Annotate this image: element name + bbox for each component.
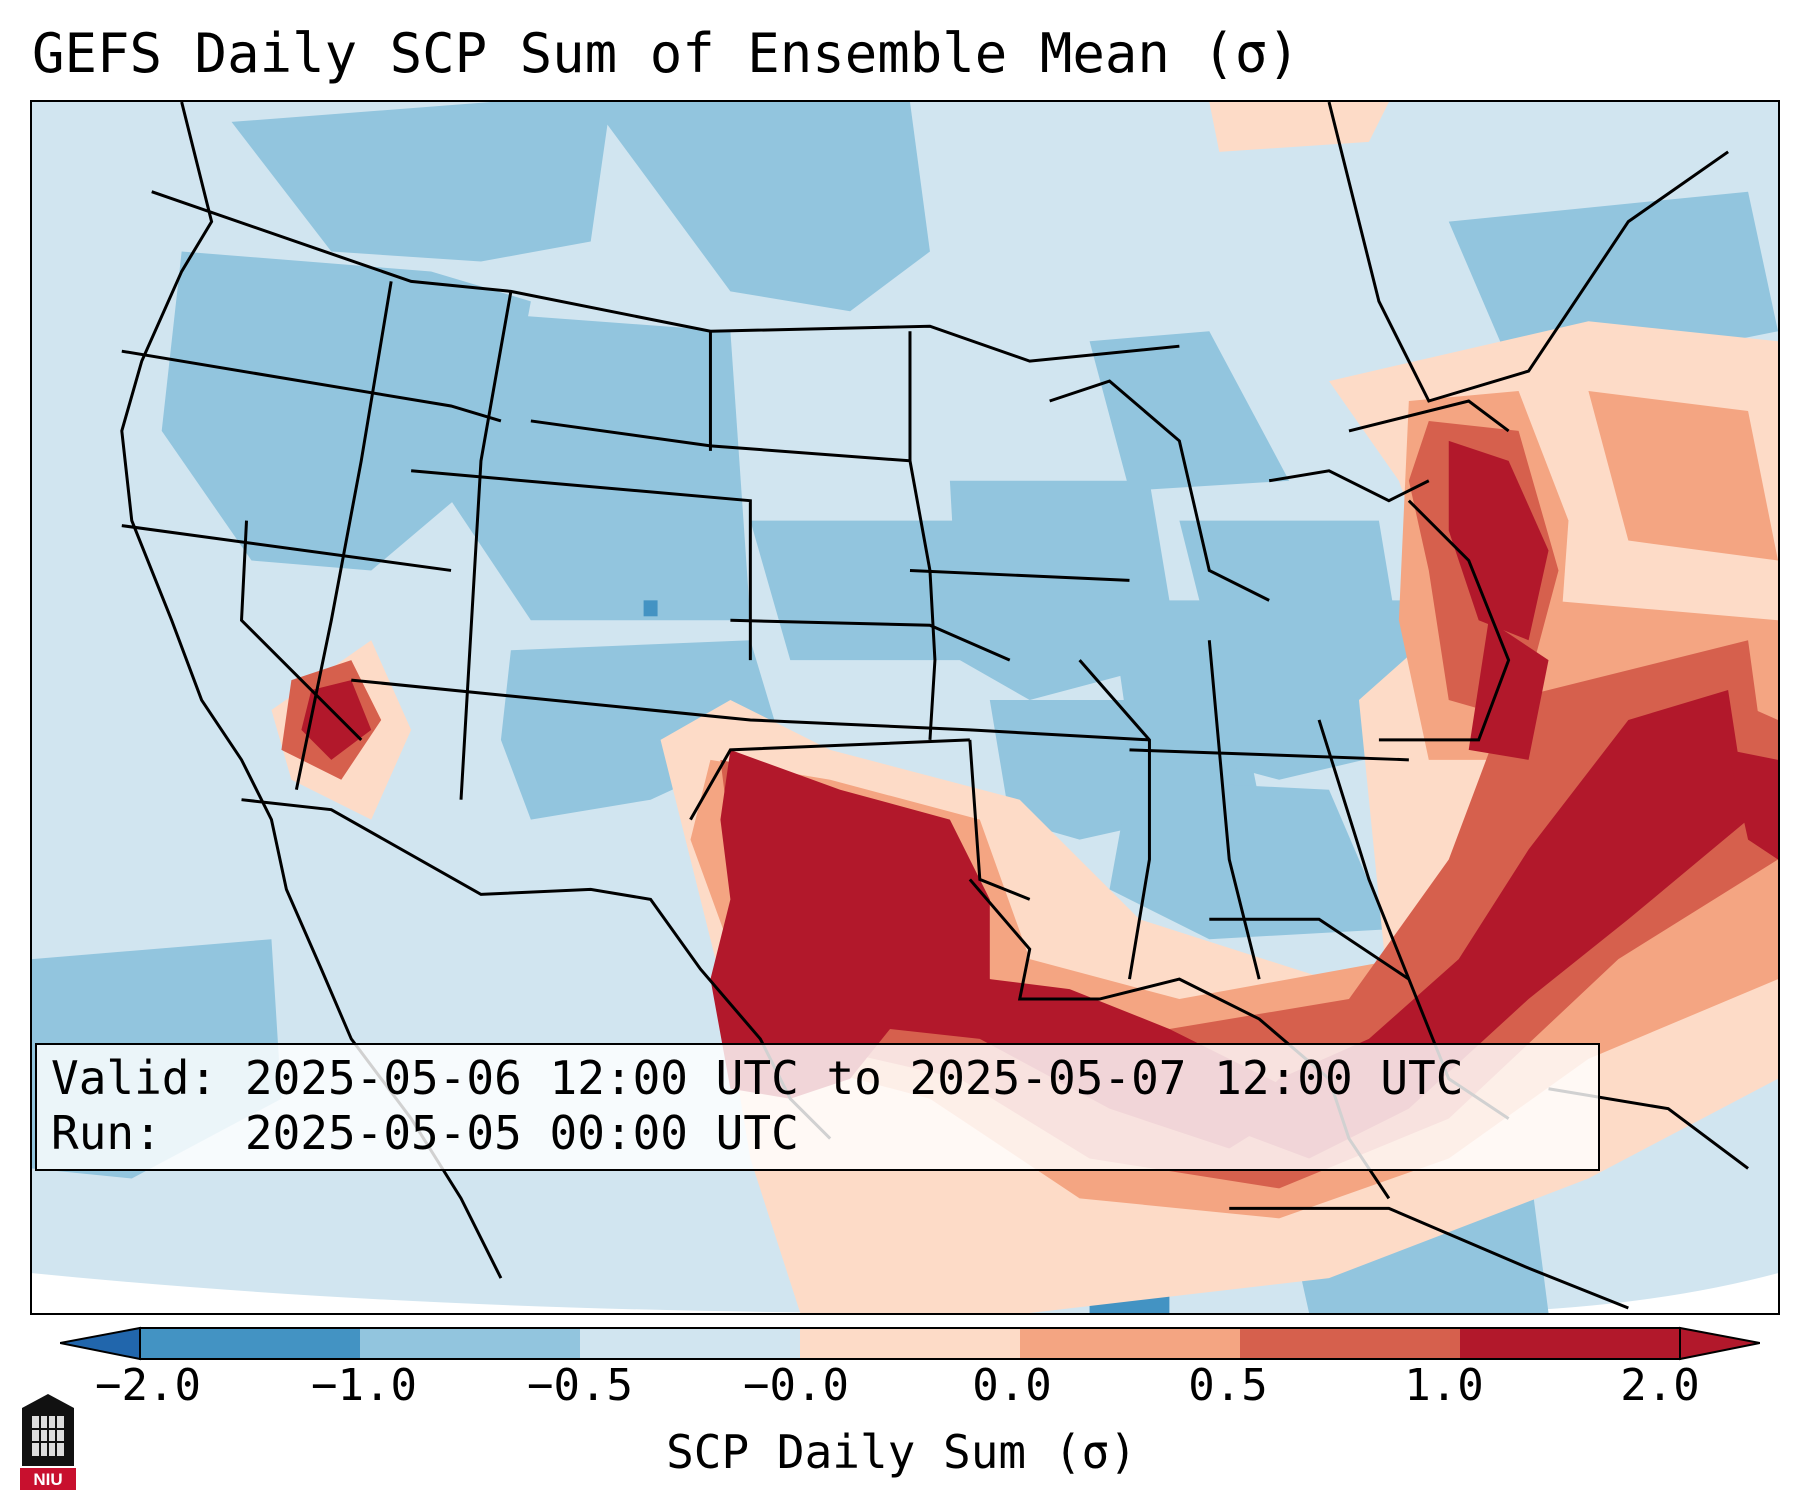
colorbar-tick: −0.0 bbox=[743, 1360, 849, 1411]
colorbar-swatch bbox=[800, 1328, 1021, 1359]
local-minimum bbox=[643, 600, 658, 617]
niu-logo: NIU bbox=[20, 1394, 76, 1490]
ut-co-border bbox=[410, 469, 752, 661]
below-average-area bbox=[32, 102, 1778, 1313]
colorbar-tick: 0.5 bbox=[1188, 1360, 1268, 1411]
colorbar-frame bbox=[139, 1327, 1681, 1360]
colorbar-tick: 1.0 bbox=[1404, 1360, 1484, 1411]
colorbar-min-extend bbox=[60, 1326, 141, 1361]
colorbar-swatch bbox=[580, 1328, 801, 1359]
svg-text:NIU: NIU bbox=[33, 1470, 62, 1489]
colorbar-tick: 2.0 bbox=[1620, 1360, 1700, 1411]
lake-ontario bbox=[1348, 399, 1510, 433]
valid-label: Valid: bbox=[51, 1051, 218, 1105]
ms-al-border bbox=[1078, 659, 1151, 980]
colorbar-swatch bbox=[1460, 1328, 1681, 1359]
ca-nv-or-border bbox=[121, 524, 452, 572]
colorbar-tick: −2.0 bbox=[95, 1360, 201, 1411]
valid-value: 2025-05-06 12:00 UTC to 2025-05-07 12:00… bbox=[244, 1051, 1464, 1105]
ne-ks-border bbox=[530, 419, 937, 740]
mid-atlantic-coast bbox=[1378, 499, 1511, 742]
ok-ar-border bbox=[968, 739, 1031, 901]
lake-erie bbox=[1268, 469, 1430, 503]
domain-edge bbox=[1428, 1273, 1778, 1313]
colorbar-swatch bbox=[140, 1328, 361, 1359]
az-nm-border bbox=[351, 678, 1150, 742]
colorbar-swatch bbox=[1240, 1328, 1461, 1359]
run-value: 2025-05-05 00:00 UTC bbox=[244, 1106, 799, 1160]
co-ks-border bbox=[730, 618, 1011, 662]
colorbar-tick: −0.5 bbox=[527, 1360, 633, 1411]
valid-run-info-box: Valid: 2025-05-06 12:00 UTC to 2025-05-0… bbox=[35, 1043, 1600, 1171]
great-lakes-shore bbox=[1049, 379, 1270, 602]
colorbar-swatch bbox=[1020, 1328, 1241, 1359]
ca-nv-border bbox=[239, 520, 363, 741]
northeast-coast bbox=[1327, 102, 1729, 403]
wy-ut-border bbox=[459, 291, 513, 800]
run-label: Run: bbox=[51, 1106, 162, 1160]
tn-nc-border bbox=[1129, 748, 1409, 762]
colorbar-swatch bbox=[360, 1328, 581, 1359]
cuba bbox=[1229, 1206, 1629, 1310]
colorbar-label: SCP Daily Sum (σ) bbox=[666, 1425, 1137, 1479]
colorbar-tick: −1.0 bbox=[311, 1360, 417, 1411]
al-ga-border bbox=[1207, 640, 1261, 980]
colorbar-max-extend bbox=[1679, 1326, 1760, 1361]
id-nv-border bbox=[294, 281, 393, 791]
ia-mo-border bbox=[909, 568, 1130, 582]
colorbar-tick: 0.0 bbox=[972, 1360, 1052, 1411]
or-wa-border bbox=[121, 349, 502, 423]
colorbar-swatches bbox=[140, 1328, 1681, 1359]
colorbar bbox=[60, 1326, 1760, 1361]
domain-edge bbox=[32, 1273, 930, 1313]
map-title: GEFS Daily SCP Sum of Ensemble Mean (σ) bbox=[32, 22, 1300, 85]
tx-ok-border bbox=[689, 738, 970, 821]
fl-panhandle bbox=[1209, 917, 1410, 981]
